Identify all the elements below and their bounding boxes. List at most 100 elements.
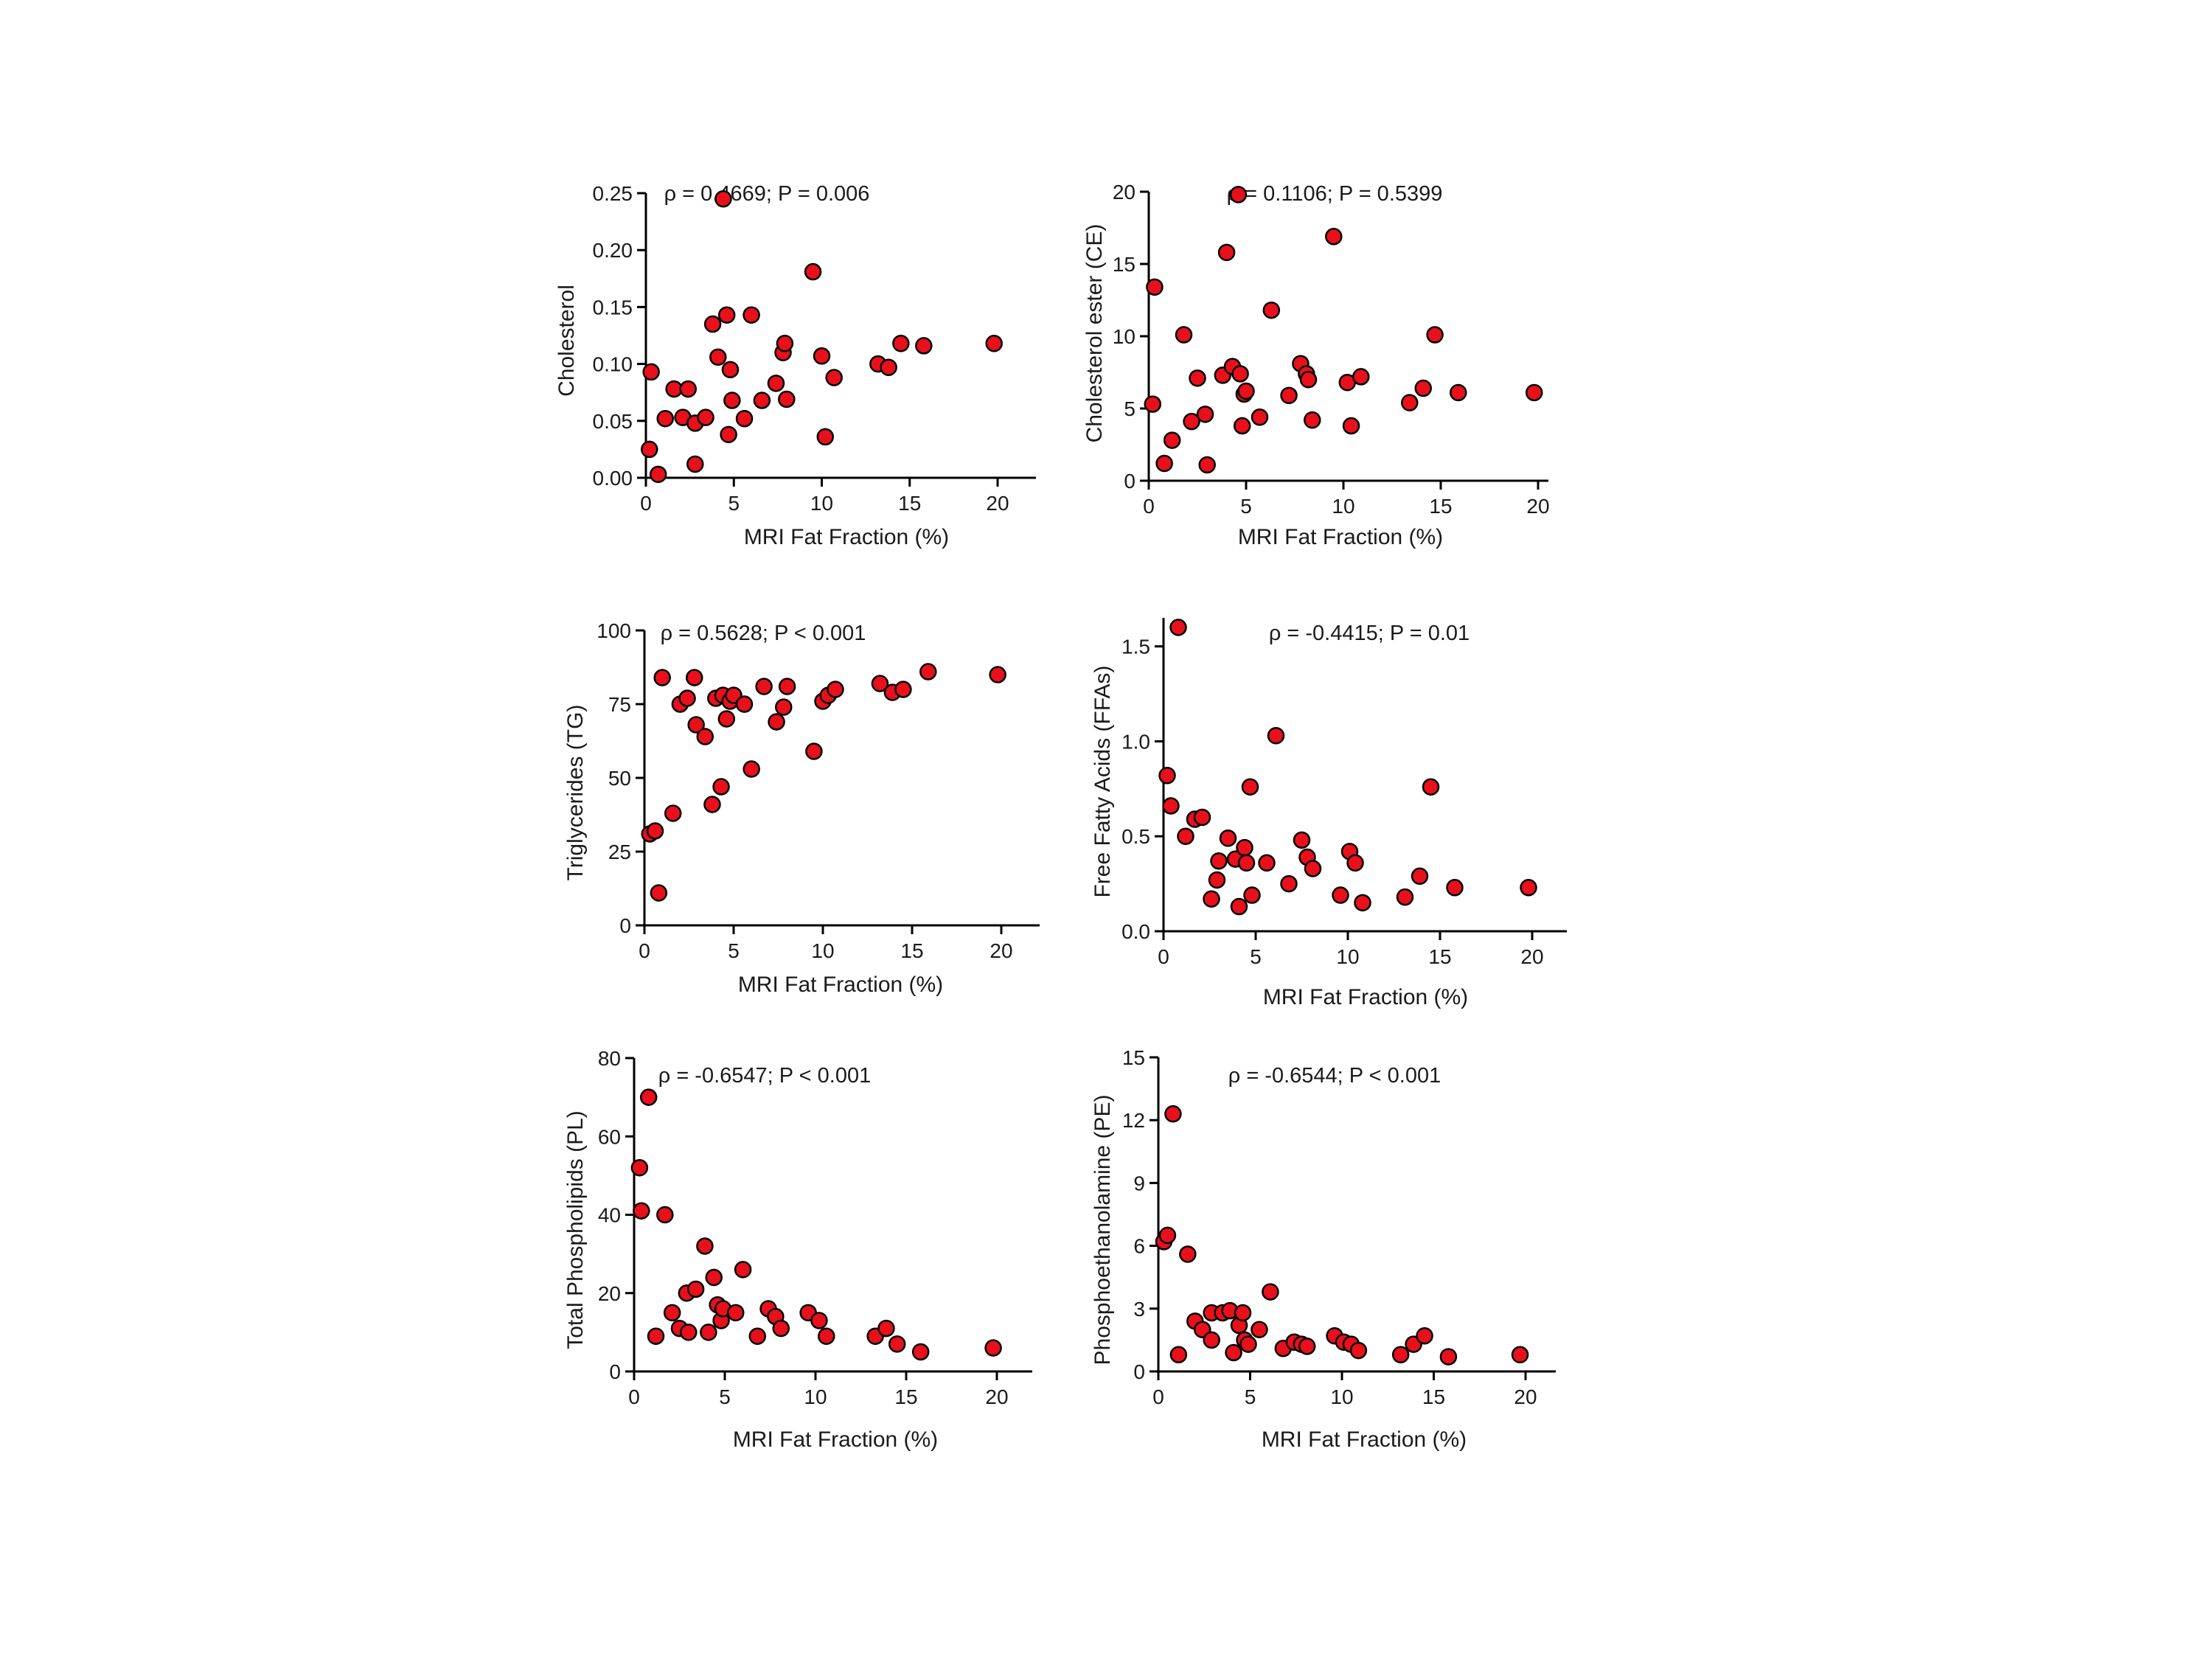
y-tick-label: 0.25 bbox=[593, 182, 633, 205]
data-point bbox=[813, 347, 831, 365]
data-point bbox=[1304, 860, 1322, 877]
data-point bbox=[1401, 394, 1419, 411]
data-point bbox=[1169, 1346, 1188, 1364]
data-point bbox=[727, 1304, 745, 1322]
data-point bbox=[742, 306, 760, 324]
data-point bbox=[1231, 365, 1249, 383]
data-point bbox=[649, 465, 667, 484]
data-point bbox=[653, 669, 671, 686]
y-tick-label: 1.5 bbox=[1121, 636, 1150, 658]
data-point bbox=[717, 710, 736, 728]
x-axis-title: MRI Fat Fraction (%) bbox=[1238, 525, 1443, 549]
data-point bbox=[748, 1327, 767, 1345]
data-point bbox=[720, 425, 737, 444]
x-tick-label: 20 bbox=[985, 1385, 1008, 1408]
data-point bbox=[1241, 778, 1259, 796]
data-point bbox=[1280, 386, 1298, 405]
data-point bbox=[755, 678, 773, 695]
data-point bbox=[1262, 1283, 1279, 1301]
data-point bbox=[1219, 830, 1237, 847]
data-point bbox=[1251, 408, 1269, 426]
data-point bbox=[877, 1319, 895, 1338]
x-tick-label: 5 bbox=[728, 492, 740, 515]
data-point bbox=[1416, 1326, 1433, 1345]
data-point bbox=[985, 335, 1003, 352]
data-point bbox=[678, 689, 696, 707]
data-point bbox=[656, 1206, 674, 1224]
x-tick-label: 0 bbox=[639, 939, 650, 962]
data-point bbox=[639, 1088, 658, 1106]
data-point bbox=[816, 428, 835, 446]
x-axis-title: MRI Fat Fraction (%) bbox=[744, 525, 949, 549]
data-point bbox=[888, 1335, 906, 1353]
stats-annotation: ρ = 0.5628; P < 0.001 bbox=[661, 622, 866, 645]
y-tick-label: 0.05 bbox=[593, 410, 633, 433]
data-point bbox=[753, 392, 771, 409]
data-point bbox=[696, 728, 714, 745]
panel-cholesterol: ρ = 0.4669; P = 0.006 Cholesterol MRI Fa… bbox=[554, 182, 1036, 549]
x-tick-label: 20 bbox=[1514, 1385, 1537, 1408]
data-point bbox=[680, 1324, 698, 1341]
x-tick-label: 5 bbox=[719, 1385, 731, 1408]
y-tick-label: 20 bbox=[1113, 181, 1135, 204]
y-axis-title: Triglycerides (TG) bbox=[563, 705, 588, 881]
x-tick-label: 20 bbox=[990, 939, 1012, 962]
data-point bbox=[630, 1159, 649, 1177]
data-point bbox=[705, 1268, 723, 1287]
data-point bbox=[1229, 186, 1248, 204]
data-point bbox=[1237, 382, 1255, 400]
data-point bbox=[919, 663, 937, 681]
data-point bbox=[1346, 854, 1364, 872]
data-point bbox=[778, 390, 796, 408]
data-point bbox=[1391, 1346, 1410, 1364]
data-point bbox=[703, 796, 721, 813]
y-axis-title: Cholesterol ester (CE) bbox=[1082, 224, 1107, 443]
data-point bbox=[679, 380, 697, 398]
data-point bbox=[650, 884, 668, 902]
data-point bbox=[1179, 1245, 1197, 1263]
y-tick-label: 0.15 bbox=[593, 296, 633, 319]
data-point bbox=[1158, 767, 1176, 785]
data-point bbox=[734, 1261, 752, 1279]
data-point bbox=[1233, 417, 1251, 435]
data-point bbox=[880, 358, 897, 376]
stats-annotation: ρ = -0.6544; P < 0.001 bbox=[1228, 1064, 1441, 1088]
panel-total-phospholipids: ρ = -0.6547; P < 0.001 Total Phospholipi… bbox=[563, 1047, 1032, 1452]
data-point bbox=[714, 189, 732, 208]
y-tick-label: 0.0 bbox=[1121, 920, 1150, 943]
data-point bbox=[1203, 890, 1220, 908]
y-tick-label: 12 bbox=[1122, 1109, 1145, 1132]
data-point bbox=[723, 392, 741, 409]
data-point bbox=[1446, 879, 1464, 897]
data-point bbox=[703, 315, 722, 333]
data-point bbox=[1193, 808, 1211, 827]
data-point bbox=[1230, 897, 1248, 916]
y-axis-title: Cholesterol bbox=[554, 285, 579, 397]
data-point bbox=[911, 1343, 930, 1361]
y-tick-label: 0.00 bbox=[593, 467, 633, 490]
x-tick-label: 10 bbox=[1330, 1385, 1353, 1408]
y-tick-label: 0 bbox=[1133, 1360, 1145, 1383]
data-point bbox=[1304, 411, 1321, 429]
data-point bbox=[686, 669, 703, 686]
data-point bbox=[1162, 797, 1180, 815]
y-tick-label: 80 bbox=[598, 1047, 621, 1070]
data-point bbox=[663, 1304, 681, 1322]
y-tick-label: 50 bbox=[608, 767, 631, 790]
x-tick-label: 15 bbox=[1428, 945, 1451, 968]
y-tick-label: 0 bbox=[1124, 470, 1135, 493]
x-tick-label: 20 bbox=[1520, 945, 1543, 968]
stats-annotation: ρ = 0.4669; P = 0.006 bbox=[664, 182, 870, 206]
data-point bbox=[735, 409, 754, 428]
y-tick-label: 15 bbox=[1113, 253, 1135, 276]
data-point bbox=[1299, 371, 1318, 389]
data-point bbox=[989, 666, 1006, 684]
data-point bbox=[1342, 417, 1360, 435]
y-tick-label: 5 bbox=[1124, 397, 1135, 420]
panel-phosphoethanolamine: ρ = -0.6544; P < 0.001 Phosphoethanolami… bbox=[1091, 1046, 1556, 1452]
data-point bbox=[1236, 838, 1253, 857]
x-axis-title: MRI Fat Fraction (%) bbox=[738, 973, 943, 997]
data-point bbox=[1426, 326, 1444, 344]
data-point bbox=[1183, 412, 1200, 431]
